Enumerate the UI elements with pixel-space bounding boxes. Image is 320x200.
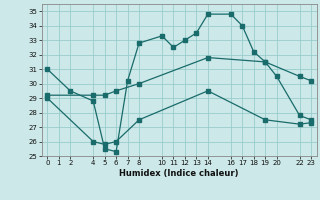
X-axis label: Humidex (Indice chaleur): Humidex (Indice chaleur) (119, 169, 239, 178)
